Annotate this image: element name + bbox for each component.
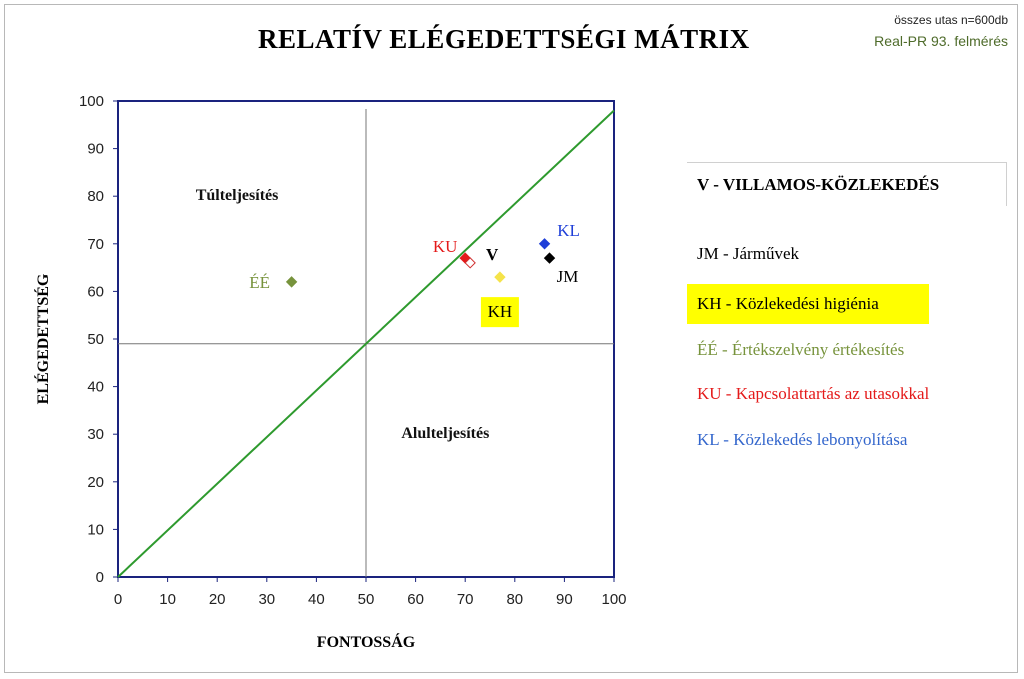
quadrant-label-underperformance: Alulteljesítés bbox=[401, 425, 489, 442]
point-label-ee: ÉÉ bbox=[249, 273, 270, 292]
x-tick-label: 40 bbox=[308, 591, 325, 608]
point-label-v: V bbox=[486, 245, 499, 264]
x-tick-label: 0 bbox=[114, 591, 122, 608]
x-tick-label: 70 bbox=[457, 591, 474, 608]
reference-lines: Túlteljesítés Alulteljesítés bbox=[117, 109, 615, 578]
point-marker-v bbox=[464, 257, 476, 269]
point-marker-ee bbox=[285, 276, 298, 288]
legend-item-kh: KH - Közlekedési higiénia bbox=[687, 284, 929, 324]
x-tick-label: 10 bbox=[159, 591, 176, 608]
sample-size-note: összes utas n=600db bbox=[894, 13, 1008, 27]
x-tick-label: 80 bbox=[506, 591, 523, 608]
point-label-jm: JM bbox=[557, 267, 579, 286]
x-tick-label: 100 bbox=[601, 591, 626, 608]
y-tick-label: 30 bbox=[87, 426, 104, 443]
point-marker-kl bbox=[538, 238, 551, 250]
legend-item-ku: KU - Kapcsolattartás az utasokkal bbox=[697, 384, 930, 403]
y-tick-label: 90 bbox=[87, 141, 104, 158]
point-label-bg-kh bbox=[480, 297, 519, 328]
point-label-ku: KU bbox=[433, 237, 458, 256]
y-tick-label: 40 bbox=[87, 379, 104, 396]
survey-source-note: Real-PR 93. felmérés bbox=[874, 33, 1008, 49]
y-tick-label: 0 bbox=[96, 569, 104, 586]
x-tick-label: 90 bbox=[556, 591, 573, 608]
chart-title: RELATÍV ELÉGEDETTSÉGI MÁTRIX bbox=[258, 24, 750, 54]
x-axis-title: FONTOSSÁG bbox=[317, 632, 416, 651]
x-tick-label: 60 bbox=[407, 591, 424, 608]
y-axis-title: ELÉGEDETTSÉG bbox=[33, 273, 52, 404]
legend-item-kl: KL - Közlekedés lebonyolítása bbox=[697, 430, 908, 449]
legend-heading: V - VILLAMOS-KÖZLEKEDÉS bbox=[687, 162, 1007, 206]
y-tick-label: 60 bbox=[87, 283, 104, 300]
image-frame bbox=[4, 4, 1018, 673]
legend: V - VILLAMOS-KÖZLEKEDÉS JM - Járművek KH… bbox=[687, 162, 1009, 462]
point-marker-jm bbox=[543, 252, 556, 264]
y-tick-label: 50 bbox=[87, 331, 104, 348]
y-tick-label: 80 bbox=[87, 188, 104, 205]
point-label-kl: KL bbox=[557, 221, 580, 240]
x-tick-label: 50 bbox=[358, 591, 375, 608]
point-label-kh: KH bbox=[488, 302, 513, 321]
x-tick-label: 20 bbox=[209, 591, 226, 608]
y-tick-label: 20 bbox=[87, 474, 104, 491]
axes-layer: 0 10 20 30 40 50 60 70 80 90 100 0 10 20 30 40 50 60 70 80 9… bbox=[79, 93, 627, 608]
quadrant-label-overperformance: Túlteljesítés bbox=[196, 187, 279, 204]
y-tick-label: 70 bbox=[87, 236, 104, 253]
data-points: ÉÉ KU V KH KL JM bbox=[249, 221, 580, 328]
legend-item-ee: ÉÉ - Értékszelvény értékesítés bbox=[697, 340, 905, 359]
x-tick-label: 30 bbox=[258, 591, 275, 608]
diagonal-line bbox=[117, 109, 615, 578]
point-marker-kh bbox=[494, 271, 506, 283]
legend-item-jm: JM - Járművek bbox=[697, 244, 799, 263]
y-tick-label: 10 bbox=[87, 521, 104, 538]
y-tick-label: 100 bbox=[79, 93, 104, 110]
